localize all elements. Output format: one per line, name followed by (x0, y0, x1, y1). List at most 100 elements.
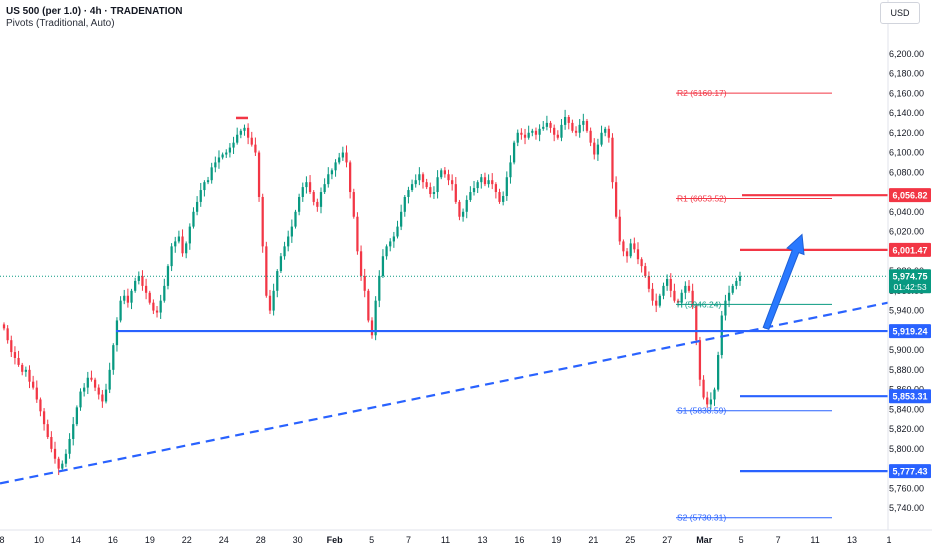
candle-body (144, 285, 148, 293)
candle-body (553, 127, 556, 135)
candle-body (123, 295, 126, 301)
candle-body (676, 300, 680, 303)
time-tick-label: 25 (625, 535, 635, 545)
candle-body (461, 211, 465, 217)
pivot-label: P (5946.24) (677, 299, 721, 309)
candle-body (32, 381, 35, 388)
candle-body (593, 142, 596, 155)
time-axis[interactable]: 8 10 14 16 19 22 24 28 30 Feb 5 7 11 13 16 19 21 25 27 Mar 5… (0, 535, 892, 545)
key-level-label: 5,777.43 (892, 467, 927, 477)
candle-body (713, 389, 716, 400)
candle-body (236, 134, 239, 143)
candle-body (549, 122, 552, 128)
candle-body (418, 174, 421, 181)
candle-body (454, 184, 457, 202)
candle-body (611, 137, 614, 183)
candle-body (684, 285, 687, 293)
symbol-title: US 500 (per 1.0) · 4h · TRADENATION (6, 6, 183, 17)
candle-body (717, 355, 720, 390)
price-tick-label: 5,740.00 (889, 503, 924, 513)
candle-body (148, 292, 151, 303)
candle-body (604, 128, 607, 133)
last-price-badge (889, 269, 931, 294)
candle-body (687, 285, 691, 291)
time-tick-label: 13 (477, 535, 487, 545)
candle-body (727, 292, 731, 301)
candle-body (181, 236, 184, 254)
time-tick-label: 28 (256, 535, 266, 545)
candle-body (341, 152, 344, 158)
candle-body (257, 152, 261, 197)
key-level-badge (889, 389, 931, 404)
candle-body (21, 364, 24, 372)
candle-body (370, 320, 374, 336)
candle-body (498, 192, 501, 202)
key-level-badge (889, 324, 931, 339)
candle-body (338, 157, 341, 163)
candle-body (323, 184, 326, 193)
candle-body (345, 152, 348, 163)
time-tick-label: 27 (662, 535, 672, 545)
key-level-badge (889, 242, 931, 257)
candle-body (563, 116, 567, 125)
pivot-label: R2 (6160.17) (677, 88, 727, 98)
candle-body (735, 280, 738, 286)
candle-body (250, 137, 253, 145)
candle-body (61, 463, 64, 469)
candle-body (731, 285, 734, 293)
time-tick-label: 21 (588, 535, 598, 545)
candle-body (556, 134, 559, 138)
candle-body (163, 285, 166, 301)
candle-body (465, 199, 468, 212)
last-price-label: 5,974.75 (892, 272, 927, 282)
candle-body (483, 177, 487, 185)
candle-body (137, 276, 140, 281)
candle-body (647, 276, 651, 289)
candle-body (367, 290, 370, 321)
pivot-label: R1 (6053.52) (677, 193, 727, 203)
candle-body (108, 369, 111, 390)
candle-body (378, 276, 381, 301)
time-tick-label: 13 (847, 535, 857, 545)
candle-body (126, 295, 130, 303)
time-tick-label: 10 (34, 535, 44, 545)
candle-body (600, 132, 603, 145)
candle-body (505, 177, 508, 196)
candle-body (691, 290, 694, 306)
time-tick-label: 30 (293, 535, 303, 545)
time-tick-label: 22 (182, 535, 192, 545)
price-tick-label: 6,160.00 (889, 88, 924, 98)
time-tick-label: 7 (776, 535, 781, 545)
candle-body (228, 147, 232, 153)
candle-body (443, 170, 447, 175)
time-tick-label: 5 (739, 535, 744, 545)
candle-body (283, 246, 286, 257)
candle-body (640, 259, 643, 267)
candle-body (516, 132, 519, 143)
currency-button[interactable]: USD (880, 2, 920, 24)
candle-body (425, 182, 428, 188)
price-tick-label: 5,940.00 (889, 306, 924, 316)
candle-body (644, 266, 647, 276)
candle-body (203, 182, 206, 191)
time-tick-label: 7 (406, 535, 411, 545)
candle-body (567, 116, 570, 123)
key-level-badge (889, 188, 931, 203)
candle-body (50, 437, 53, 449)
price-tick-label: 5,880.00 (889, 365, 924, 375)
candle-body (141, 276, 144, 286)
candle-body (268, 295, 272, 311)
candle-body (28, 369, 31, 382)
time-tick-label: Feb (327, 535, 344, 545)
time-tick-label: 11 (810, 535, 819, 545)
candle-body (174, 241, 177, 247)
candle-body (79, 391, 82, 408)
candle-body (10, 340, 13, 353)
candle-body (476, 182, 479, 189)
candle-body (436, 177, 439, 193)
candle-body (702, 379, 705, 398)
candle-body (294, 211, 297, 227)
candle-body (381, 256, 385, 276)
candle-body (352, 192, 355, 217)
